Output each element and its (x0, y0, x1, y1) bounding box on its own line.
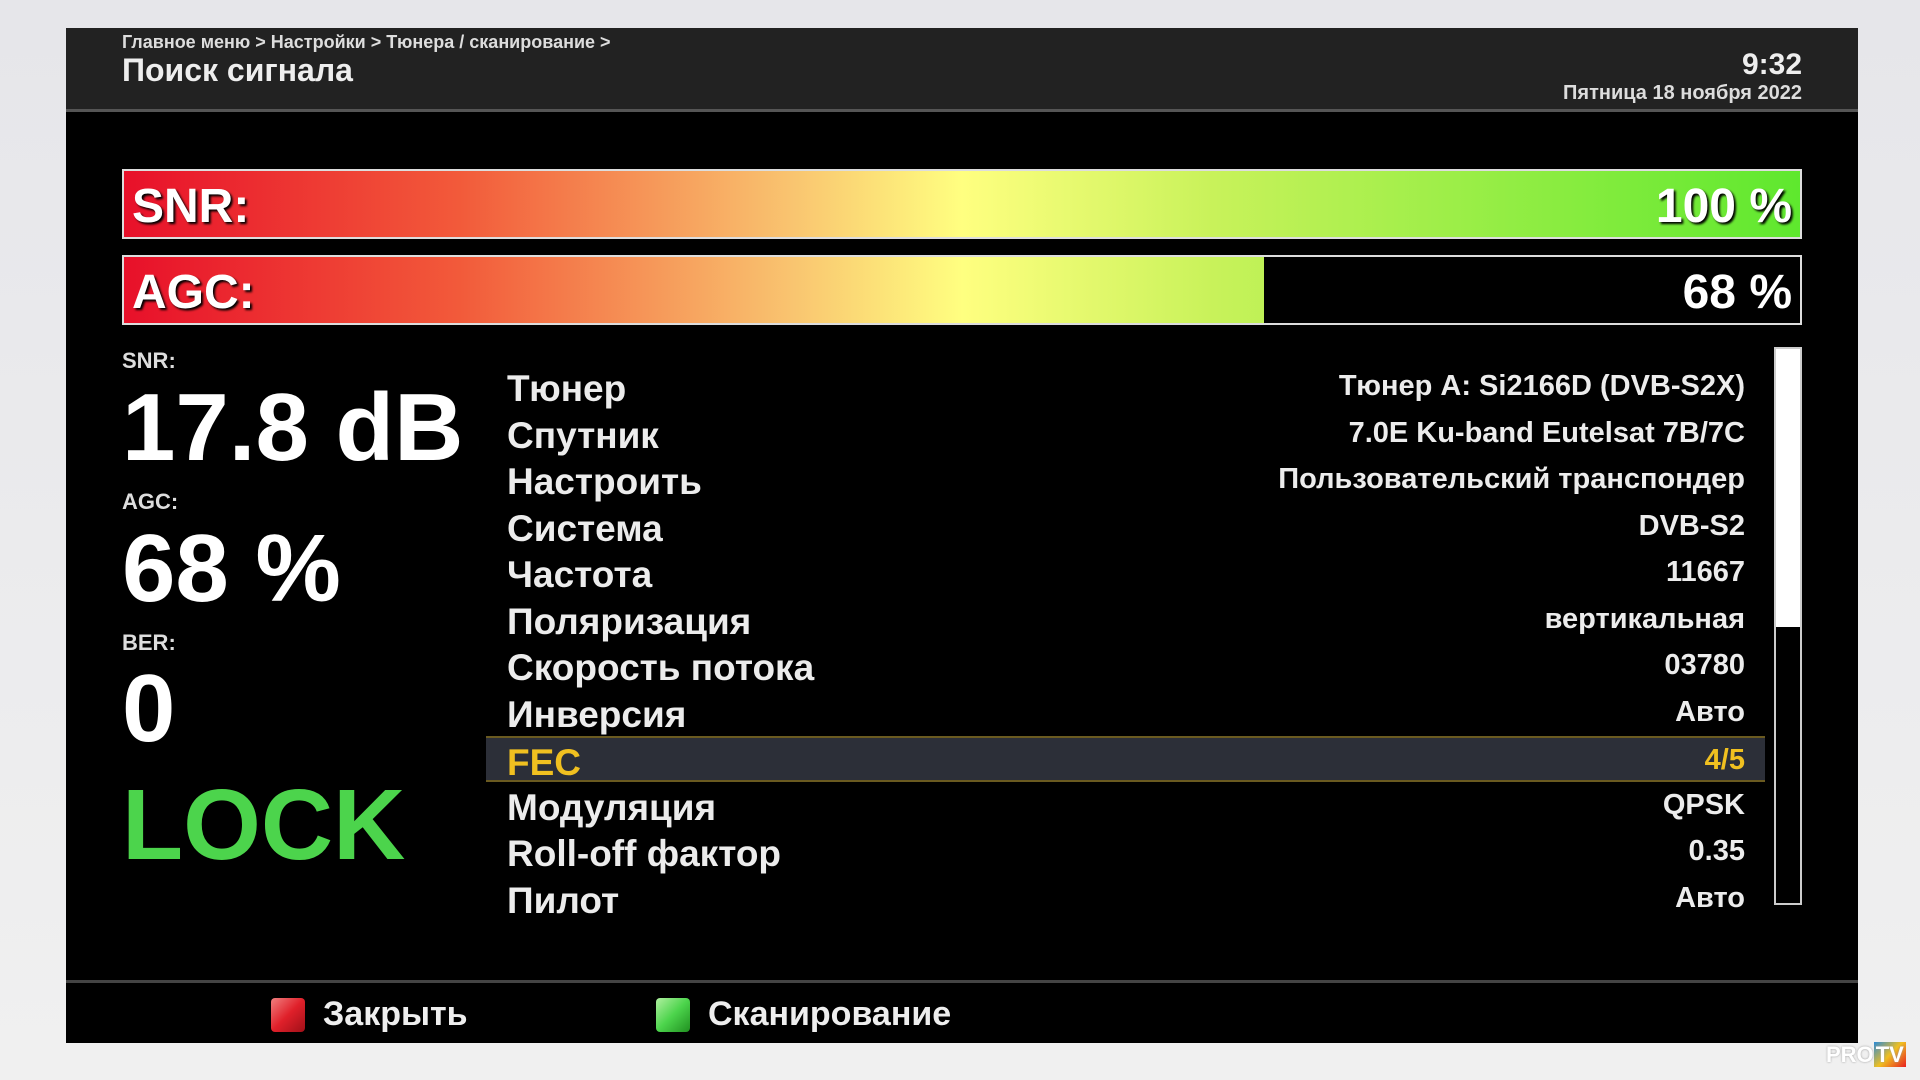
param-row[interactable]: Система DVB-S2 (486, 504, 1765, 550)
param-label: Частота (507, 554, 653, 595)
param-label: Пилот (507, 879, 620, 921)
param-value: QPSK (1662, 788, 1745, 821)
param-row[interactable]: Roll-off фактор 0.35 (486, 829, 1765, 875)
channel-logo: PROTV (1826, 1042, 1906, 1067)
footer: Закрыть Сканирование (66, 980, 1858, 1043)
param-label: Спутник (507, 414, 659, 456)
param-row[interactable]: Спутник 7.0E Ku-band Eutelsat 7B/7C (486, 411, 1765, 457)
agc-bar-fill (124, 257, 1264, 323)
agc-value: 68 % (122, 515, 341, 622)
param-value: вертикальная (1544, 602, 1745, 635)
param-row[interactable]: Модуляция QPSK (486, 783, 1765, 829)
red-key-icon (271, 997, 305, 1032)
param-label: Поляризация (507, 600, 752, 642)
param-value: Тюнер A: Si2166D (DVB-S2X) (1338, 370, 1745, 402)
page-title: Поиск сигнала (122, 52, 353, 88)
param-label: Скорость потока (507, 647, 815, 688)
date: Пятница 18 ноября 2022 (1563, 82, 1802, 104)
param-row[interactable]: Частота 11667 (486, 550, 1765, 596)
agc-label: AGC: (122, 489, 179, 514)
param-label: Roll-off фактор (507, 833, 782, 874)
param-label: Модуляция (507, 786, 717, 828)
ber-label: BER: (122, 630, 176, 655)
snr-bar-value: 100 % (1655, 180, 1792, 233)
param-label: Инверсия (507, 693, 687, 735)
snr-label: SNR: (122, 348, 176, 373)
snr-value: 17.8 dB (122, 374, 464, 481)
param-value: 4/5 (1704, 744, 1745, 776)
close-button[interactable]: Закрыть (271, 995, 468, 1034)
param-row[interactable]: Инверсия Авто (486, 690, 1765, 736)
snr-bar-fill (124, 171, 1800, 237)
agc-bar: AGC: 68 % (122, 255, 1802, 325)
param-label: Система (507, 507, 663, 549)
param-row[interactable]: Настроить Пользовательский транспондер (486, 457, 1765, 503)
close-label: Закрыть (323, 995, 468, 1033)
scrollbar[interactable] (1774, 347, 1802, 905)
param-value: Авто (1675, 695, 1745, 728)
agc-bar-value: 68 % (1682, 266, 1792, 319)
snr-bar: SNR: 100 % (122, 169, 1802, 239)
ber-value: 0 (122, 655, 176, 762)
agc-bar-label: AGC: (132, 266, 255, 319)
param-value: 03780 (1664, 649, 1745, 681)
lock-status: LOCK (122, 769, 406, 881)
param-row[interactable]: Тюнер Тюнер A: Si2166D (DVB-S2X) (486, 364, 1765, 410)
param-row[interactable]: Пилот Авто (486, 876, 1765, 922)
param-row[interactable]: Скорость потока 03780 (486, 643, 1765, 689)
param-value: Авто (1675, 881, 1745, 914)
header: Главное меню > Настройки > Тюнера / скан… (66, 28, 1858, 112)
signal-search-panel: Главное меню > Настройки > Тюнера / скан… (66, 28, 1858, 1043)
snr-bar-label: SNR: (132, 180, 250, 233)
scrollbar-thumb[interactable] (1776, 349, 1800, 627)
green-key-icon (656, 997, 690, 1032)
param-label: Настроить (507, 461, 702, 502)
scan-label: Сканирование (708, 995, 952, 1033)
param-row[interactable]: Поляризация вертикальная (486, 597, 1765, 643)
param-label: FEC (507, 742, 581, 783)
param-label: Тюнер (507, 368, 627, 409)
param-value: 0.35 (1688, 835, 1745, 867)
param-value: Пользовательский транспондер (1278, 463, 1745, 495)
breadcrumb: Главное меню > Настройки > Тюнера / скан… (122, 32, 611, 52)
param-value: DVB-S2 (1638, 509, 1745, 542)
clock: 9:32 (1741, 48, 1802, 81)
param-value: 7.0E Ku-band Eutelsat 7B/7C (1348, 416, 1745, 449)
param-row[interactable]: FEC 4/5 (486, 736, 1765, 783)
param-value: 11667 (1665, 556, 1745, 588)
scan-button[interactable]: Сканирование (656, 995, 951, 1034)
